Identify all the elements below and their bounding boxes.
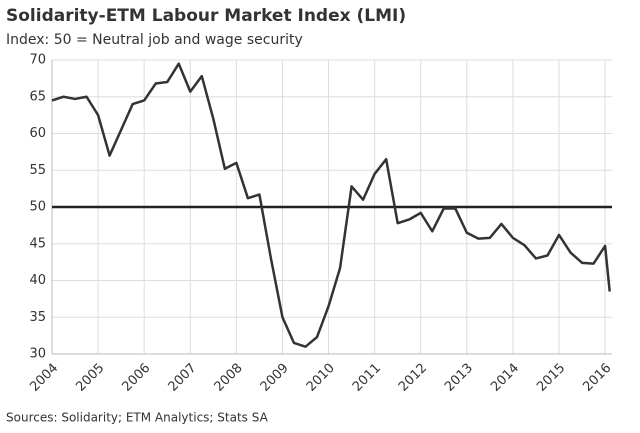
y-tick-label: 55: [29, 163, 46, 178]
y-tick-label: 45: [29, 236, 46, 251]
x-tick-label: 2012: [396, 361, 430, 395]
source-note: Sources: Solidarity; ETM Analytics; Stat…: [6, 411, 269, 425]
x-tick-label: 2011: [350, 361, 384, 395]
y-tick-label: 70: [29, 53, 46, 68]
y-tick-label: 60: [29, 126, 46, 141]
x-tick-label: 2004: [27, 361, 61, 395]
x-tick-label: 2013: [442, 361, 476, 395]
data-line: [51, 62, 611, 348]
x-tick-label: 2006: [119, 361, 153, 395]
x-tick-label: 2009: [258, 361, 292, 395]
y-tick-label: 65: [29, 89, 46, 104]
y-tick-label: 50: [29, 200, 46, 215]
y-tick-label: 30: [29, 347, 46, 362]
y-tick-label: 35: [29, 310, 46, 325]
x-tick-label: 2005: [73, 361, 107, 395]
x-tick-label: 2010: [304, 361, 338, 395]
x-tick-label: 2007: [166, 361, 200, 395]
x-tick-label: 2015: [534, 361, 568, 395]
chart-subtitle: Index: 50 = Neutral job and wage securit…: [6, 32, 303, 48]
x-tick-label: 2014: [488, 361, 522, 395]
y-tick-label: 40: [29, 273, 46, 288]
x-tick-label: 2008: [212, 361, 246, 395]
x-tick-label: 2016: [580, 361, 614, 395]
chart-title: Solidarity-ETM Labour Market Index (LMI): [6, 6, 406, 26]
